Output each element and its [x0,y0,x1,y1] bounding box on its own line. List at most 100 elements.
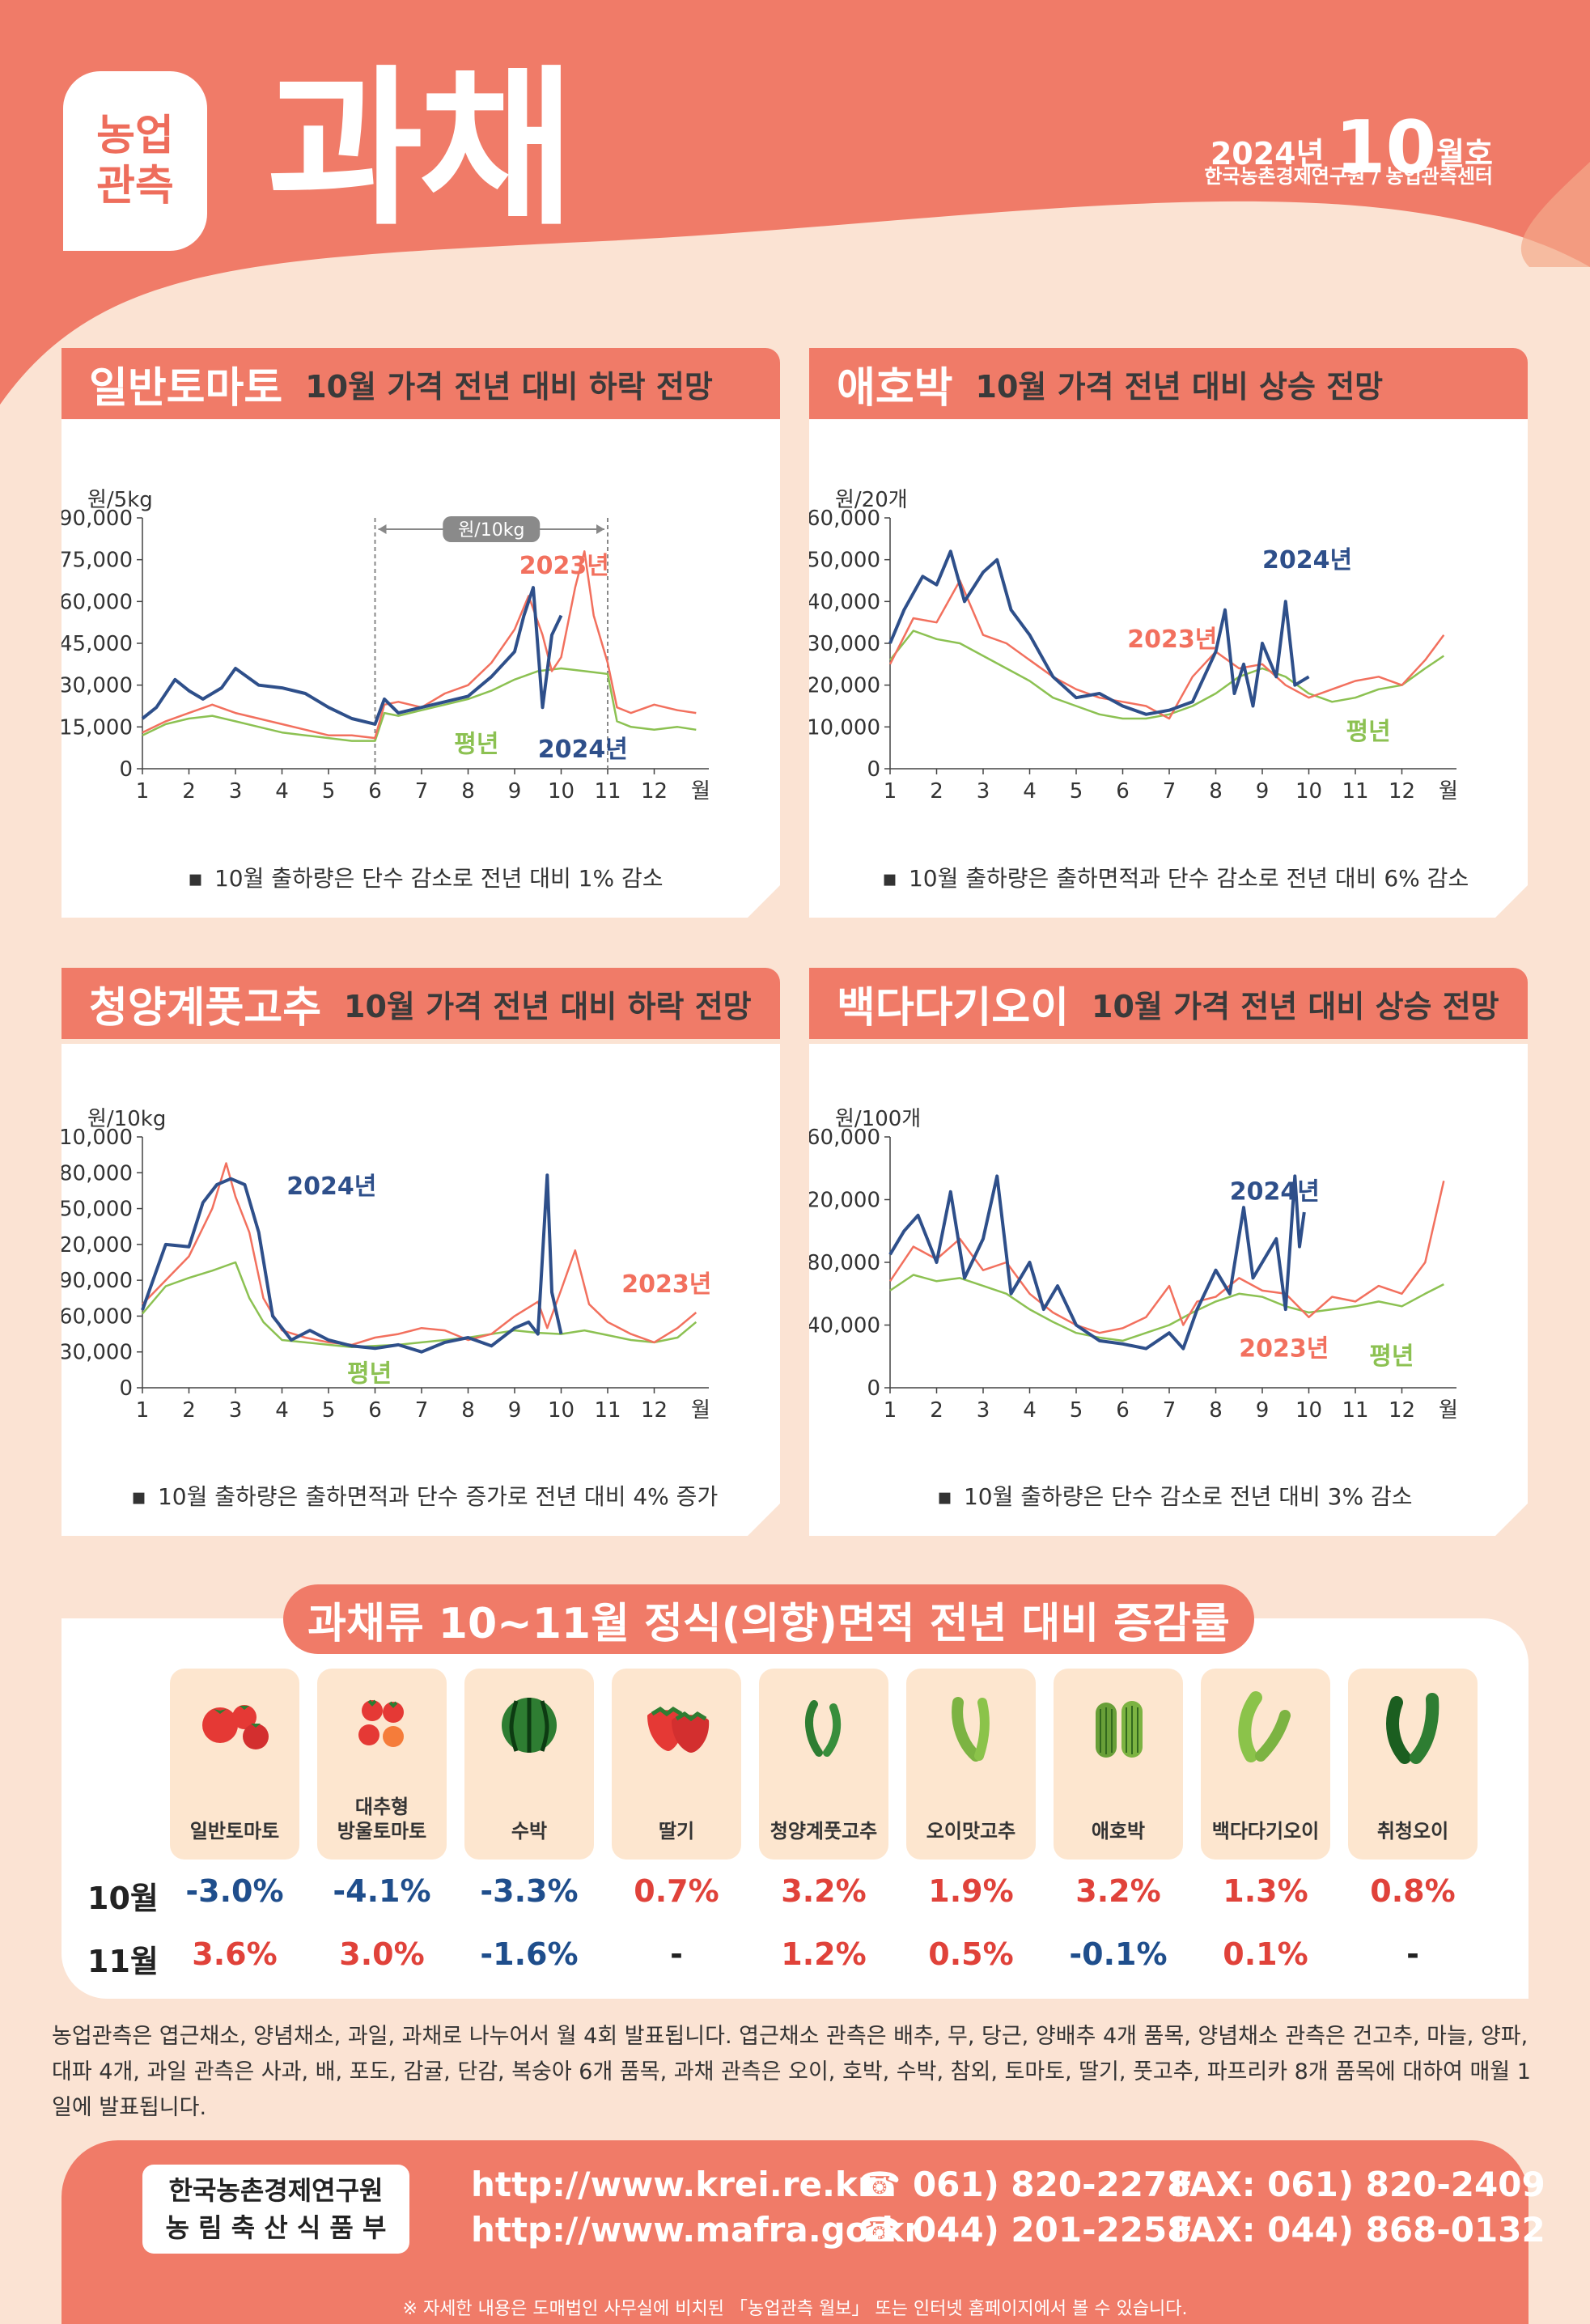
panel-title-zucchini: 애호박 10월 가격 전년 대비 상승 전망 [809,348,1528,419]
fax-krei: FAX: 061) 820-2409 [1170,2165,1545,2204]
y-tick-label: 90,000 [61,1269,133,1293]
y-tick-label: 120,000 [809,1189,880,1213]
x-tick-label: 4 [1023,1398,1037,1423]
row-label-oct: 10월 [87,1881,159,1916]
x-tick-label: 6 [1116,779,1130,804]
phone-krei: ☎ 061) 820-2278 [859,2165,1191,2204]
y-unit-label: 원/5kg [87,488,153,512]
change-rate-oct: -3.0% [185,1873,284,1909]
panel-headline: 10월 가격 전년 대비 상승 전망 [1092,988,1499,1024]
series-line-y2023 [888,1181,1445,1334]
zucchini-icon [1096,1701,1143,1758]
x-tick-label: 5 [322,779,336,804]
x-tick-label: 3 [977,779,990,804]
url-krei[interactable]: http://www.krei.re.kr [471,2165,875,2204]
x-tick-label: 4 [275,779,289,804]
crop-label: 오이맛고추 [926,1820,1016,1843]
x-tick-label: 6 [368,779,382,804]
x-tick-label: 8 [461,779,475,804]
x-tick-label: 11 [1342,1398,1368,1423]
panel-title-cucumber: 백다다기오이 10월 가격 전년 대비 상승 전망 [809,968,1528,1039]
issue-suffix: 월호 [1436,136,1493,172]
y-tick-label: 40,000 [809,590,880,614]
dark-cucumber-icon [1386,1693,1439,1764]
y-tick-label: 30,000 [61,1341,133,1365]
panel-item-name: 백다다기오이 [837,983,1070,1033]
crop-card: 대추형 방울토마토 [317,1669,447,1860]
table-title: 과채류 10~11월 정식(의향)면적 전년 대비 증감률 [283,1584,1254,1654]
x-tick-label: 12 [1389,1398,1415,1423]
cucumber-pepper-icon [952,1697,990,1762]
x-tick-label: 3 [229,1398,243,1423]
footer-note: ※ 자세한 내용은 도매법인 사무실에 비치된 「농업관측 월보」 또는 인터넷… [402,2299,1188,2319]
y-tick-label: 30,000 [809,632,880,656]
y-tick-label: 180,000 [61,1161,133,1185]
change-rate-oct: 3.2% [1075,1873,1161,1909]
row-label-nov: 11월 [87,1944,159,1979]
change-rate-nov: 0.1% [1223,1936,1308,1972]
panel-headline: 10월 가격 전년 대비 하락 전망 [344,988,752,1024]
change-rate-nov: -0.1% [1069,1936,1168,1972]
x-tick-label: 10 [548,1398,575,1423]
crop-label: 딸기 [658,1820,695,1843]
crop-card: 취청오이 [1348,1669,1478,1860]
logo-badge: 농업 관측 [63,71,207,251]
series-label-y2024: 2024년 [1262,546,1352,575]
series-label-avg: 평년 [454,730,498,758]
series-label-y2023: 2023년 [1239,1334,1329,1363]
description-text: 농업관측은 엽근채소, 양념채소, 과일, 과채로 나누어서 월 4회 발표됩니… [52,2024,1531,2120]
x-tick-label: 월 [691,779,710,804]
series-label-y2024: 2024년 [1230,1178,1320,1207]
change-rate-nov: 3.6% [192,1936,278,1972]
panel-title-tomato: 일반토마토 10월 가격 전년 대비 하락 전망 [61,348,780,419]
series-line-y2024 [888,1174,1306,1351]
alt-unit-badge [443,516,541,542]
change-rate-nov: - [1406,1936,1419,1972]
x-tick-label: 4 [1023,779,1037,804]
issue-year: 2024년 [1210,136,1325,172]
x-tick-label: 6 [368,1398,382,1423]
panel-note: 10월 출하량은 출하면적과 단수 증가로 전년 대비 4% 증가 [131,1479,718,1512]
series-line-avg [142,667,697,742]
y-tick-label: 80,000 [809,1251,880,1275]
y-tick-label: 120,000 [61,1233,133,1257]
crop-label: 취청오이 [1376,1820,1449,1843]
series-label-y2024: 2024년 [538,736,628,764]
y-tick-label: 40,000 [809,1314,880,1338]
y-tick-label: 210,000 [61,1126,133,1150]
publisher: 한국농촌경제연구원 / 농업관측센터 [1204,165,1493,188]
x-tick-label: 월 [1439,1398,1458,1423]
crop-card: 애호박 [1054,1669,1183,1860]
x-tick-label: 7 [1163,1398,1177,1423]
y-tick-label: 90,000 [61,507,133,531]
crop-label: 청양계풋고추 [770,1820,878,1843]
panel-note: 10월 출하량은 단수 감소로 전년 대비 3% 감소 [937,1479,1413,1512]
crop-card: 수박 [464,1669,594,1860]
y-tick-label: 10,000 [809,715,880,740]
x-tick-label: 12 [641,1398,668,1423]
panel-note: 10월 출하량은 단수 감소로 전년 대비 1% 감소 [188,861,664,893]
url-mafra[interactable]: http://www.mafra.go.kr [471,2210,922,2250]
x-tick-label: 1 [884,1398,897,1423]
series-label-avg: 평년 [1346,718,1391,746]
org-krei: 한국농촌경제연구원 [168,2175,384,2206]
strawberry-icon [647,1706,710,1753]
x-tick-label: 8 [1209,779,1223,804]
x-tick-label: 9 [1256,1398,1270,1423]
alt-unit-label: 원/10kg [458,520,524,541]
cucumber-icon [1238,1691,1291,1762]
y-tick-label: 0 [867,757,880,782]
y-tick-label: 60,000 [61,590,133,614]
panel-title-pepper: 청양계풋고추 10월 가격 전년 대비 하락 전망 [61,968,780,1039]
phone-mafra: ☎ 044) 201-2258 [859,2210,1191,2250]
watermelon-icon [502,1698,557,1753]
x-tick-label: 11 [594,779,621,804]
logo-line1: 농업 [96,112,174,160]
tomato-icon [202,1705,269,1749]
x-tick-label: 1 [884,779,897,804]
x-tick-label: 7 [415,779,429,804]
crop-label: 수박 [511,1820,548,1843]
series-line-y2023 [888,579,1445,720]
x-tick-label: 3 [229,779,243,804]
